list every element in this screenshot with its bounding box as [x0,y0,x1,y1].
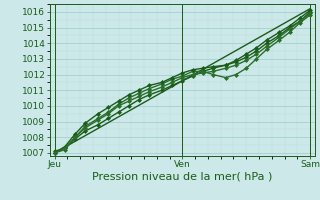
X-axis label: Pression niveau de la mer( hPa ): Pression niveau de la mer( hPa ) [92,172,273,182]
